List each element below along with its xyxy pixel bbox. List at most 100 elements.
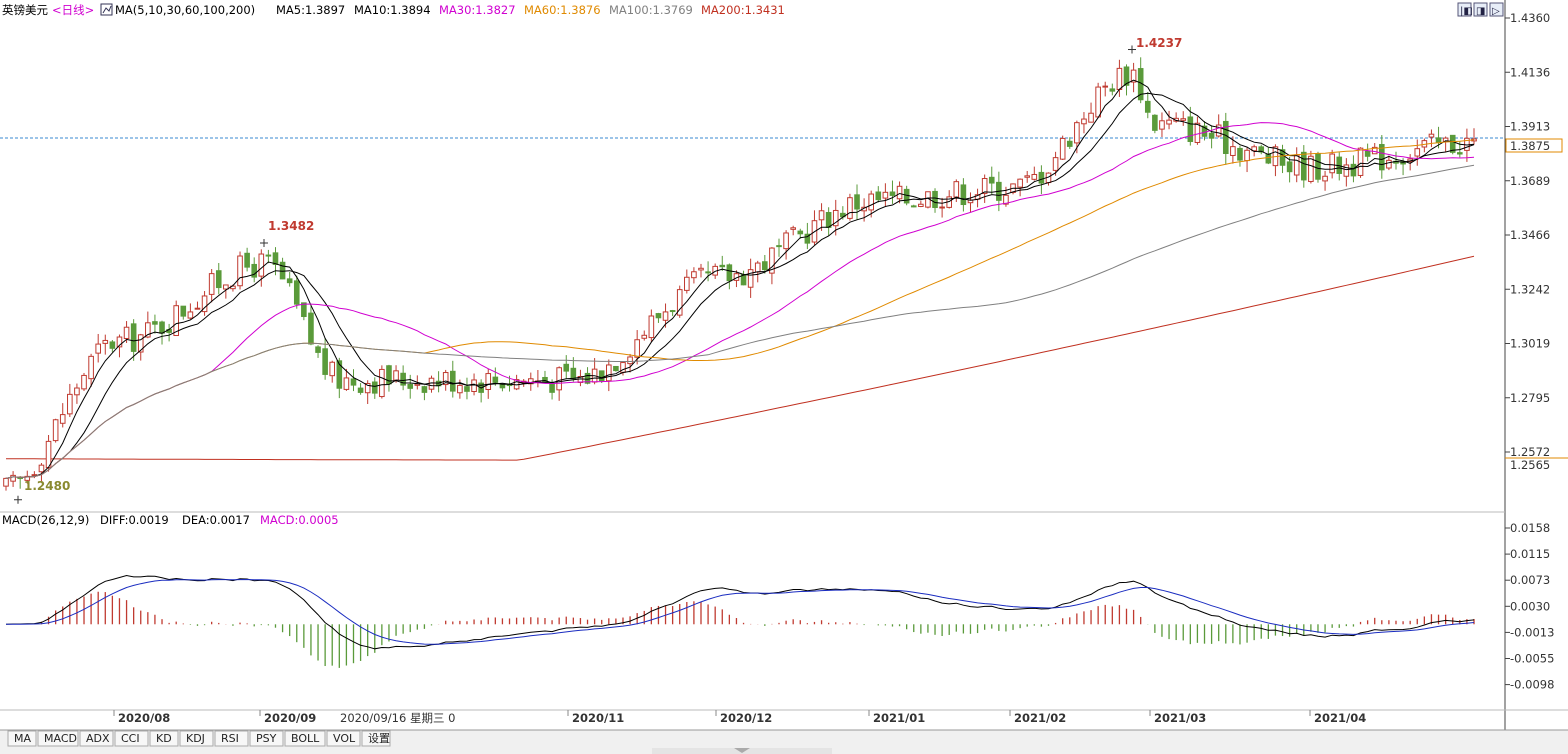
price-axis-label: 1.3242 — [1510, 282, 1550, 296]
candle-body — [1286, 161, 1293, 173]
tab-adx[interactable] — [79, 730, 114, 747]
candle-body — [1180, 118, 1187, 121]
candle-body — [1237, 147, 1243, 161]
candle-body — [350, 378, 357, 386]
candle-body — [336, 360, 343, 389]
macd-axis-label: -0.0098 — [1510, 678, 1554, 692]
candle-body — [251, 263, 258, 278]
candle-body — [889, 191, 896, 196]
candle-body — [818, 210, 825, 221]
ma-settings-icon-glyph — [102, 5, 112, 14]
tab-label: MACD — [44, 732, 77, 745]
ma-value-1: MA10:1.3894 — [354, 3, 431, 17]
zoom-in-button[interactable] — [1457, 2, 1472, 17]
tab-psy[interactable] — [249, 730, 284, 747]
candle-body — [1031, 173, 1038, 180]
candle-body — [1258, 146, 1265, 153]
tab-boll[interactable] — [284, 730, 326, 747]
macd-dea: DEA:0.0017 — [182, 513, 250, 527]
candle-body — [698, 267, 704, 271]
tab-ma[interactable] — [7, 730, 37, 747]
tab-macd[interactable] — [37, 730, 79, 747]
macd-axis-label: 0.0073 — [1510, 573, 1550, 587]
candle-body — [754, 262, 761, 273]
candle-body — [194, 307, 201, 310]
tab-kd[interactable] — [149, 730, 179, 747]
macd-axis-label: 0.0030 — [1510, 599, 1550, 613]
low-label: 1.2480 — [24, 479, 70, 493]
candle-body — [769, 247, 775, 274]
ma-lines-layer — [5, 79, 1475, 479]
candle-body — [762, 261, 768, 271]
tab-vol[interactable] — [326, 730, 361, 747]
candle-body — [407, 383, 414, 389]
tab-设置[interactable] — [361, 730, 391, 747]
cursor-date-label: 2020/09/16 星期三 0 — [340, 711, 455, 725]
price-axis-label: 1.3689 — [1510, 174, 1550, 188]
tab-cci[interactable] — [114, 730, 149, 747]
date-label: 2021/02 — [1014, 711, 1066, 725]
candle-body — [180, 305, 187, 317]
current-price-label: 1.3875 — [1510, 139, 1550, 153]
candle-body — [932, 190, 938, 209]
candle-body — [1414, 148, 1421, 157]
candle-body — [1159, 120, 1165, 130]
candle-body — [1123, 66, 1130, 86]
scrollbar-arrow-icon[interactable] — [734, 748, 750, 753]
tab-label: BOLL — [291, 732, 320, 745]
candle-body — [1003, 194, 1009, 205]
zoom-out-button[interactable] — [1473, 2, 1488, 17]
candles-layer — [3, 45, 1477, 504]
candle-body — [570, 367, 577, 380]
macd-diff: DIFF:0.0019 — [100, 513, 169, 527]
candle-body — [1379, 144, 1385, 171]
tab-label: MA — [14, 732, 31, 745]
price-axis-label: 1.3466 — [1510, 228, 1550, 242]
candle-body — [1300, 151, 1307, 181]
candle-body — [1194, 122, 1201, 143]
tab-kdj[interactable] — [179, 730, 214, 747]
candle-body — [421, 386, 428, 393]
candle-body — [918, 203, 924, 207]
candle-body — [790, 227, 796, 230]
candle-body — [1350, 163, 1357, 177]
candle-body — [1308, 155, 1314, 182]
candle-body — [1315, 153, 1321, 180]
candle-body — [832, 209, 839, 227]
candle-body — [910, 205, 917, 208]
candle-body — [1152, 114, 1158, 131]
candle-body — [804, 233, 811, 244]
ma200-layer — [5, 255, 1475, 461]
ma200-line — [5, 255, 1475, 461]
indicator-tabs: MA MACD ADX CCI KD KDJ RSI PSY BOLL VOL 设置 — [7, 730, 391, 747]
candle-body — [3, 477, 9, 487]
candle-body — [854, 194, 860, 210]
candle-body — [981, 178, 988, 194]
candle-body — [130, 323, 137, 352]
candle-body — [1215, 124, 1222, 137]
candle-body — [315, 346, 321, 353]
macd-layer — [5, 574, 1475, 668]
ma-settings-icon[interactable] — [100, 3, 113, 16]
candle-body — [691, 271, 697, 279]
tab-rsi[interactable] — [214, 730, 249, 747]
candle-body — [953, 181, 960, 198]
scroll-right-button[interactable] — [1489, 2, 1504, 17]
candle-body — [1166, 119, 1172, 125]
candle-body — [38, 464, 45, 473]
ma-value-5: MA200:1.3431 — [701, 3, 785, 17]
candle-body — [627, 356, 633, 365]
candle-body — [208, 273, 215, 295]
candle-body — [379, 368, 385, 398]
candle-body — [655, 313, 662, 319]
candle-body — [1329, 153, 1335, 174]
candle-body — [776, 245, 782, 248]
price-axis-label: 1.4360 — [1510, 11, 1550, 25]
peak-label-2: 1.4237 — [1136, 36, 1182, 50]
low-axis-label: 1.2565 — [1510, 458, 1550, 472]
candle-body — [1357, 147, 1364, 176]
candle-body — [705, 271, 711, 274]
period-label[interactable]: <日线> — [52, 3, 94, 17]
